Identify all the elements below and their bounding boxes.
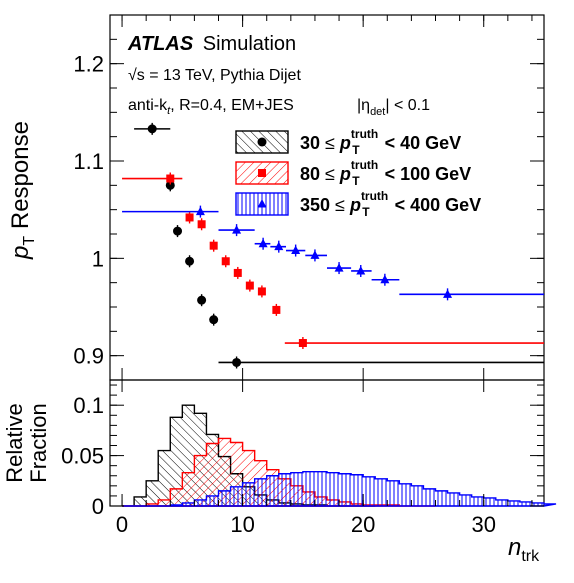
top-marker-circle (147, 124, 157, 134)
top-ytick-label: 1 (92, 246, 104, 271)
bottom-axis-ticks: 0 0.05 0.1 0 10 20 30 (61, 15, 544, 537)
top-marker-triangle (232, 225, 242, 234)
top-marker-triangle (334, 263, 344, 272)
y-axis-label-fraction: Relative Fraction (2, 403, 51, 482)
bottom-ytick-label: 0.1 (73, 393, 104, 418)
ylabel-relative: Relative (2, 403, 27, 482)
top-marker-triangle (443, 289, 453, 298)
legend-marker-triangle (257, 199, 267, 208)
svg-text:ATLAS Simulation: ATLAS Simulation (127, 33, 296, 55)
simulation-text: Simulation (203, 33, 296, 55)
top-series-layer (122, 122, 544, 369)
bottom-ytick-label: 0.05 (61, 444, 104, 469)
eta-sub: det (370, 106, 385, 118)
atlas-logo-text: ATLAS (127, 33, 194, 55)
top-marker-circle (197, 295, 207, 305)
jets-prefix: anti-k (128, 97, 168, 114)
top-marker-circle (209, 315, 219, 325)
eta-pre: |η (357, 97, 370, 114)
svg-text:ntrk: ntrk (508, 534, 540, 565)
legend-marker-square (258, 169, 266, 177)
legend-entry-text: 350 ≤ ptruth T < 400 GeV (300, 189, 481, 219)
top-marker-circle (165, 180, 175, 190)
top-marker-square (185, 213, 194, 222)
top-marker-triangle (356, 265, 366, 275)
annotations: ATLAS Simulation √s = 13 TeV, Pythia Dij… (127, 33, 430, 118)
top-ytick-label: 1.1 (73, 149, 104, 174)
top-ytick-label: 0.9 (73, 344, 104, 369)
svg-text:pT Response: pT Response (7, 121, 38, 260)
ylabel-t-sub: T (21, 236, 38, 246)
jets-rest: , R=0.4, EM+JES (170, 97, 294, 114)
svg-text:anti-kt, R=0.4, EM+JES: anti-kt, R=0.4, EM+JES (128, 97, 294, 117)
bottom-series-layer (122, 404, 557, 507)
legend-marker-circle (257, 137, 267, 147)
xlabel-n: n (508, 534, 521, 561)
top-marker-square (257, 287, 266, 296)
ylabel-p: p (7, 246, 34, 260)
top-marker-square (233, 268, 242, 277)
top-marker-square (298, 339, 307, 348)
top-marker-circle (232, 357, 242, 367)
ylabel-response: Response (7, 121, 34, 236)
top-marker-triangle (380, 274, 390, 284)
xlabel-trk: trk (521, 548, 540, 565)
top-marker-square (221, 257, 230, 266)
svg-text:|ηdet| < 0.1: |ηdet| < 0.1 (357, 97, 430, 118)
top-axis-ticks: 0.9 1 1.1 1.2 (73, 14, 544, 381)
legend-entry-text: 30 ≤ ptruth T < 40 GeV (300, 127, 461, 157)
bottom-xtick-label: 0 (116, 512, 128, 537)
x-axis-label: ntrk (508, 534, 540, 565)
top-marker-square (245, 281, 254, 290)
y-axis-label-response: pT Response (7, 121, 38, 260)
bottom-xtick-label: 20 (351, 512, 375, 537)
ylabel-fraction: Fraction (26, 403, 51, 482)
jets-sub: t (167, 105, 171, 117)
bottom-xtick-label: 30 (471, 512, 495, 537)
top-marker-square (166, 174, 175, 183)
bottom-histogram (122, 471, 557, 507)
top-marker-circle (185, 256, 195, 266)
top-marker-triangle (310, 250, 320, 259)
bottom-ytick-label: 0 (92, 494, 104, 519)
energy-text: √s = 13 TeV, Pythia Dijet (128, 67, 301, 84)
legend-entry-text: 80 ≤ ptruth T < 100 GeV (300, 158, 471, 188)
top-marker-square (197, 220, 206, 229)
top-marker-square (272, 305, 281, 314)
bottom-xtick-label: 10 (230, 512, 254, 537)
top-marker-triangle (195, 206, 205, 216)
eta-post: | < 0.1 (385, 97, 430, 114)
top-marker-triangle (274, 241, 284, 251)
top-marker-triangle (258, 238, 268, 248)
top-marker-circle (173, 226, 183, 236)
top-marker-square (209, 241, 218, 250)
top-marker-triangle (291, 245, 301, 255)
top-ytick-label: 1.2 (73, 52, 104, 77)
